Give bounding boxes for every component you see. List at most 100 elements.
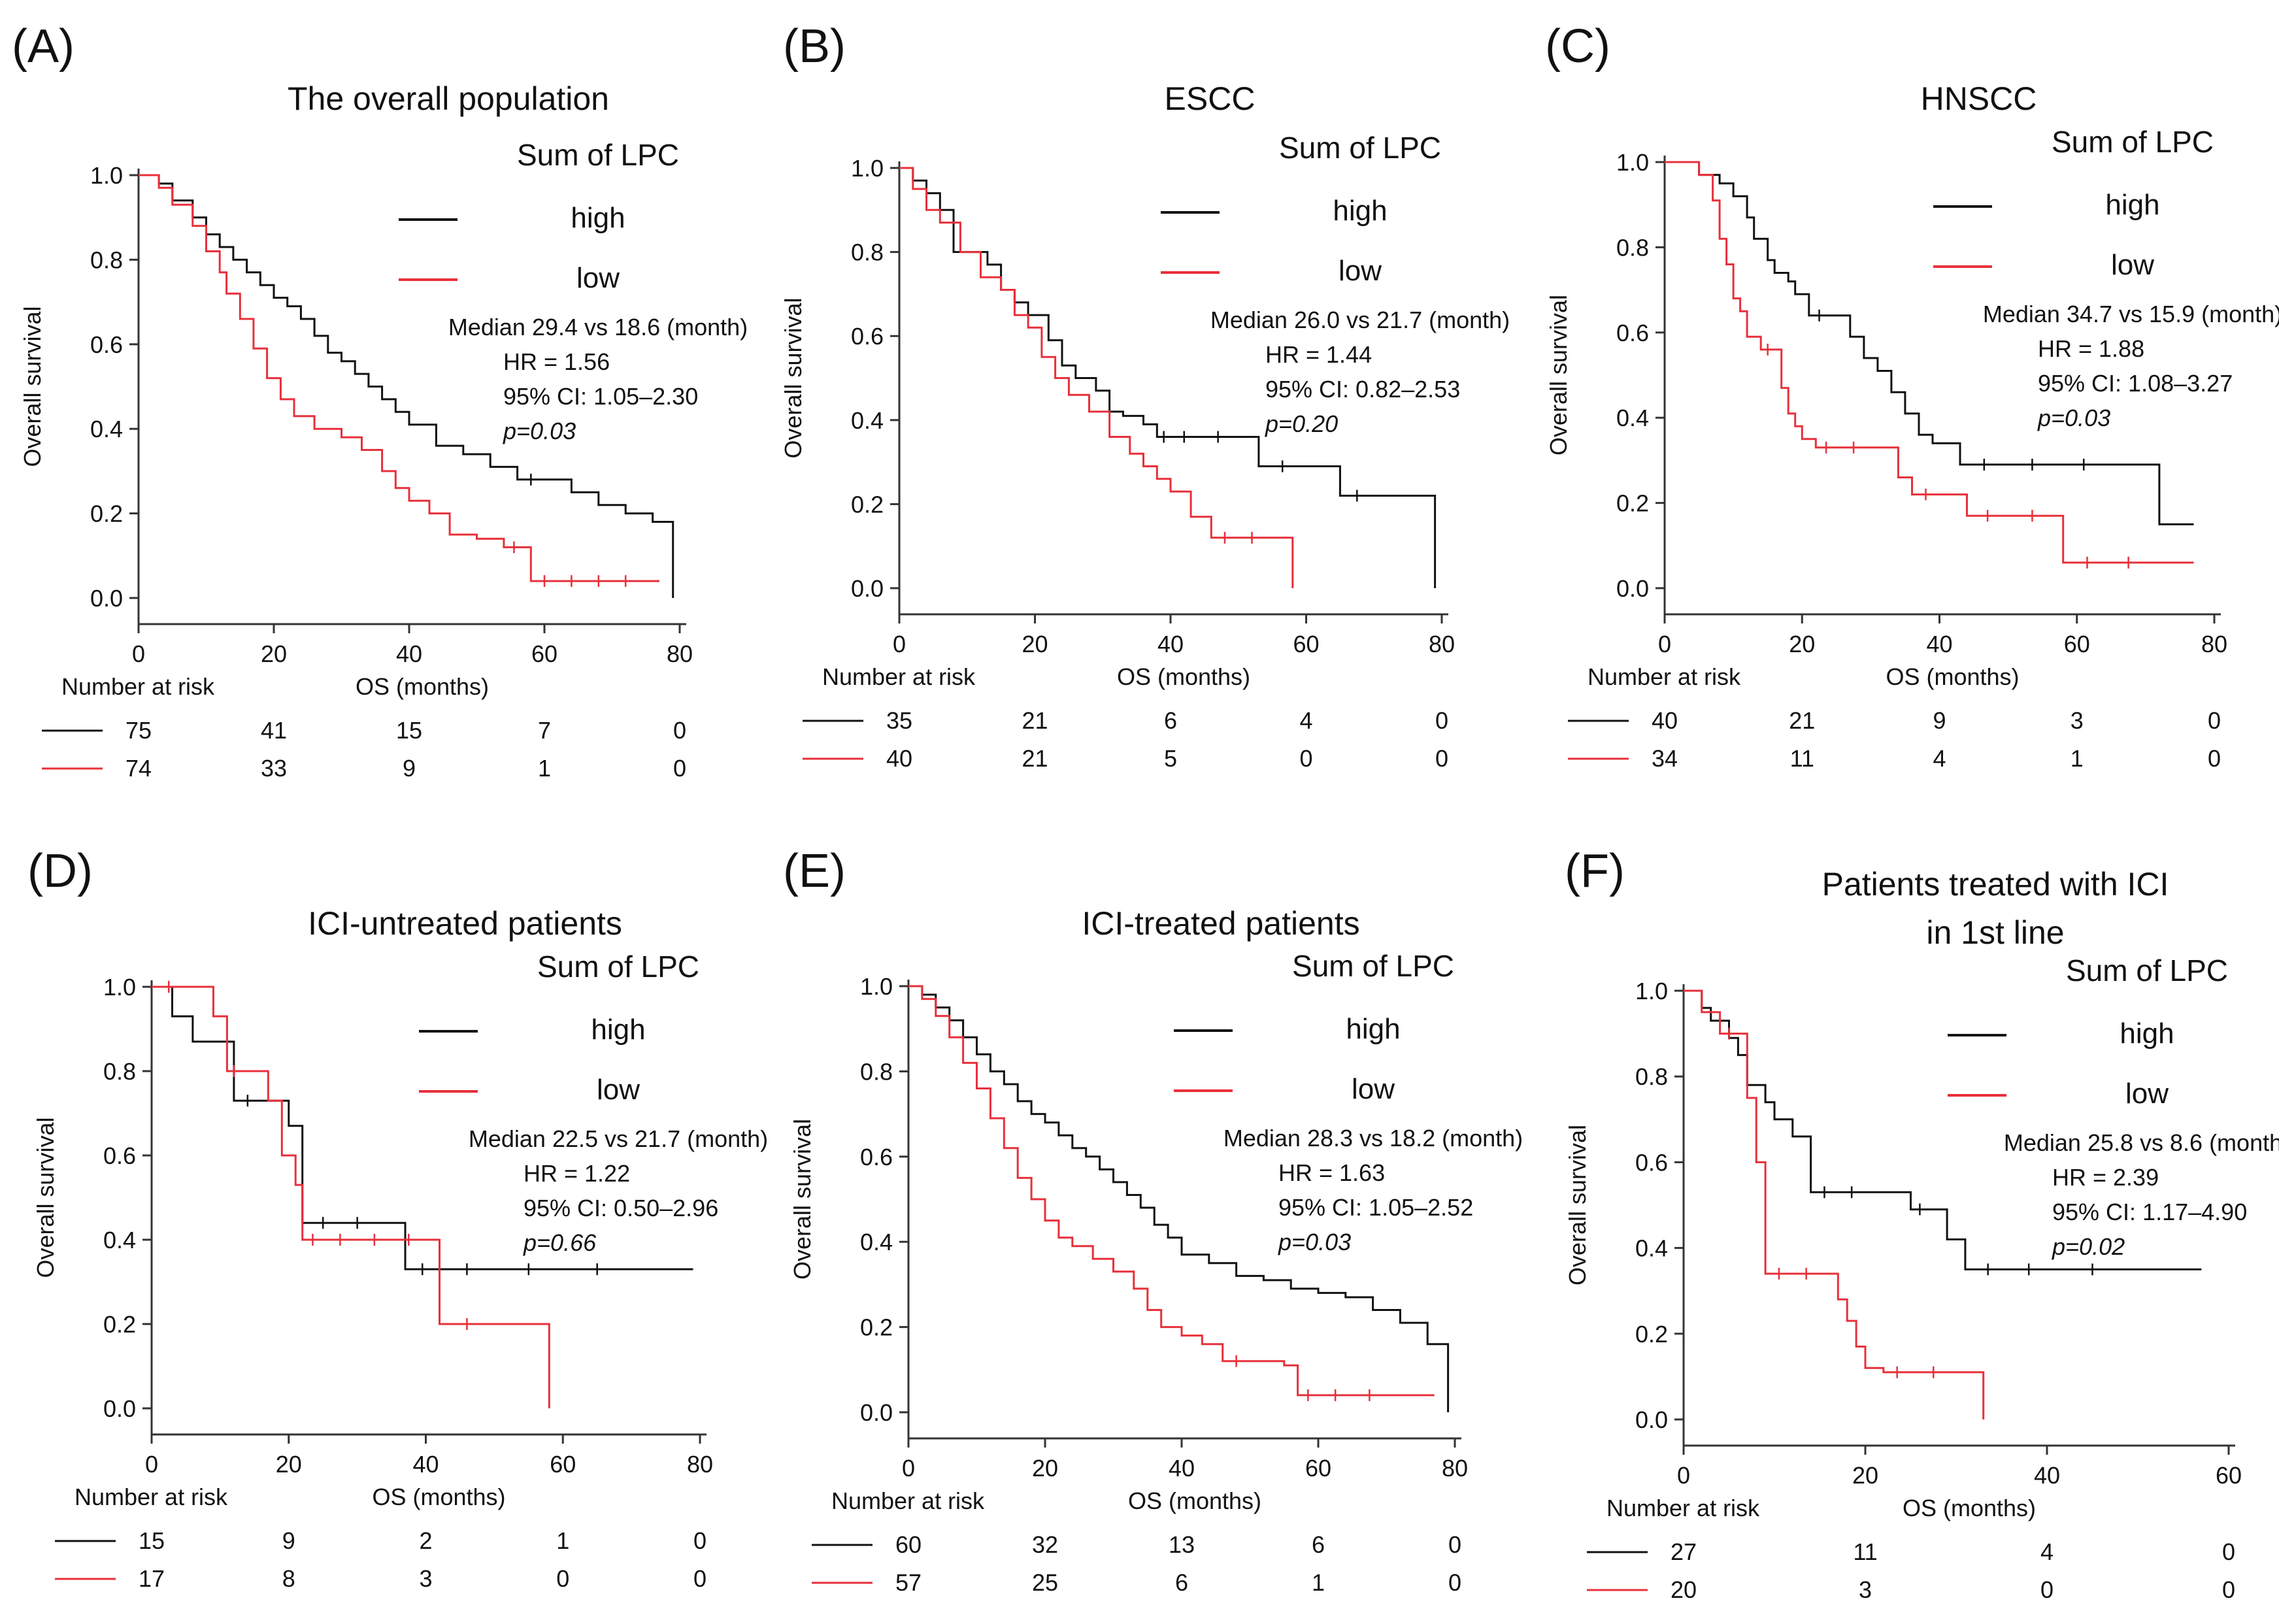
risk-count-low: 21: [1022, 745, 1048, 772]
risk-count-low: 4: [1933, 745, 1946, 772]
risk-count-low: 0: [2208, 745, 2221, 772]
legend-label-low: low: [1339, 255, 1382, 287]
risk-count-low: 0: [2222, 1576, 2235, 1603]
y-axis-label: Overall survival: [1545, 295, 1572, 456]
legend-label-high: high: [2120, 1018, 2174, 1050]
risk-count-low: 17: [139, 1565, 165, 1592]
y-tick-label: 0.8: [851, 239, 884, 266]
y-tick-label: 0.8: [90, 246, 123, 273]
y-axis-label: Overall survival: [789, 1119, 816, 1280]
y-tick-label: 0.6: [860, 1144, 893, 1170]
risk-count-low: 0: [673, 755, 686, 782]
risk-count-low: 0: [1435, 745, 1448, 772]
stats-line: 95% CI: 1.17–4.90: [2052, 1199, 2247, 1225]
legend-label-low: low: [576, 262, 620, 294]
stats-line: HR = 1.88: [2038, 335, 2144, 362]
risk-table-title: Number at risk: [822, 663, 976, 690]
x-tick-label: 60: [1305, 1455, 1331, 1482]
stats-line: p=0.03: [503, 418, 576, 444]
risk-count-low: 20: [1671, 1576, 1697, 1603]
risk-count-low: 1: [538, 755, 551, 782]
legend-title: Sum of LPC: [537, 950, 699, 984]
y-tick-label: 0.6: [1616, 320, 1649, 346]
risk-count-high: 7: [538, 717, 551, 744]
risk-count-high: 27: [1671, 1538, 1697, 1565]
y-tick-label: 0.8: [1635, 1063, 1668, 1090]
legend-title: Sum of LPC: [1292, 949, 1454, 983]
panel-label: (B): [783, 20, 846, 73]
series-low-line: [908, 985, 1435, 1397]
x-tick-label: 60: [2064, 631, 2090, 657]
x-tick-label: 40: [2034, 1462, 2060, 1489]
x-tick-label: 80: [1429, 631, 1455, 657]
y-tick-label: 0.6: [851, 323, 884, 350]
series-low-line: [139, 174, 659, 582]
series-high-line: [899, 167, 1437, 588]
y-tick-label: 0.4: [90, 416, 123, 442]
x-tick-label: 40: [396, 640, 422, 667]
series-low-line: [1665, 161, 2194, 564]
x-tick-label: 60: [2216, 1462, 2242, 1489]
chart-title: ICI-untreated patients: [308, 905, 622, 942]
risk-count-high: 13: [1169, 1531, 1195, 1558]
stats-line: p=0.66: [523, 1229, 597, 1256]
risk-count-low: 1: [1312, 1569, 1325, 1596]
stats-line: HR = 1.44: [1265, 341, 1372, 368]
stats-line: p=0.20: [1265, 410, 1338, 437]
risk-count-high: 0: [693, 1527, 707, 1554]
x-tick-label: 80: [2201, 631, 2227, 657]
risk-count-low: 33: [261, 755, 287, 782]
y-tick-label: 0.8: [860, 1058, 893, 1085]
x-tick-label: 0: [902, 1455, 915, 1482]
y-tick-label: 0.2: [90, 501, 123, 527]
y-tick-label: 0.0: [1616, 575, 1649, 602]
y-tick-label: 0.4: [851, 407, 884, 434]
risk-count-low: 11: [1790, 745, 1814, 772]
stats-line: 95% CI: 0.82–2.53: [1265, 376, 1460, 403]
risk-count-low: 8: [282, 1565, 295, 1592]
risk-count-high: 0: [1435, 707, 1448, 734]
risk-count-high: 9: [282, 1527, 295, 1554]
y-tick-label: 1.0: [103, 974, 136, 1001]
chart-title: HNSCC: [1921, 80, 2037, 117]
x-tick-label: 80: [1442, 1455, 1468, 1482]
x-tick-label: 40: [1169, 1455, 1195, 1482]
risk-count-high: 41: [261, 717, 287, 744]
risk-count-low: 6: [1175, 1569, 1188, 1596]
y-tick-label: 0.2: [851, 491, 884, 518]
risk-count-low: 3: [1859, 1576, 1872, 1603]
stats-line: HR = 2.39: [2052, 1164, 2159, 1191]
risk-count-high: 4: [2040, 1538, 2054, 1565]
y-tick-label: 0.0: [860, 1399, 893, 1426]
x-tick-label: 0: [1677, 1462, 1690, 1489]
x-axis-label: OS (months): [1128, 1487, 1261, 1514]
y-tick-label: 0.6: [90, 331, 123, 358]
risk-count-high: 1: [556, 1527, 569, 1554]
risk-count-high: 21: [1789, 707, 1815, 734]
legend-title: Sum of LPC: [2052, 125, 2214, 159]
stats-median: Median 22.5 vs 21.7 (month): [469, 1125, 768, 1152]
chart-title: in 1st line: [1926, 914, 2064, 951]
x-tick-label: 20: [1789, 631, 1815, 657]
risk-count-high: 60: [895, 1531, 922, 1558]
series-high-line: [139, 174, 674, 598]
legend-label-low: low: [2125, 1078, 2169, 1110]
risk-count-high: 2: [419, 1527, 432, 1554]
legend-title: Sum of LPC: [2066, 953, 2228, 987]
y-tick-label: 0.8: [103, 1058, 136, 1085]
stats-line: p=0.03: [1278, 1229, 1351, 1255]
series-high-line: [1665, 161, 2194, 525]
stats-line: 95% CI: 1.05–2.30: [503, 383, 698, 410]
x-axis-label: OS (months): [1886, 663, 2019, 690]
risk-count-high: 6: [1164, 707, 1177, 734]
panel-0: (A) The overall population 0.0 0.2 0.4 0.6 0.8…: [12, 20, 748, 782]
risk-count-high: 40: [1652, 707, 1678, 734]
legend-label-high: high: [591, 1014, 645, 1046]
stats-line: 95% CI: 0.50–2.96: [524, 1195, 718, 1221]
y-tick-label: 1.0: [1635, 978, 1668, 1004]
chart-title: ICI-treated patients: [1082, 905, 1359, 942]
risk-count-high: 6: [1312, 1531, 1325, 1558]
y-tick-label: 0.8: [1616, 234, 1649, 261]
x-tick-label: 20: [1032, 1455, 1058, 1482]
